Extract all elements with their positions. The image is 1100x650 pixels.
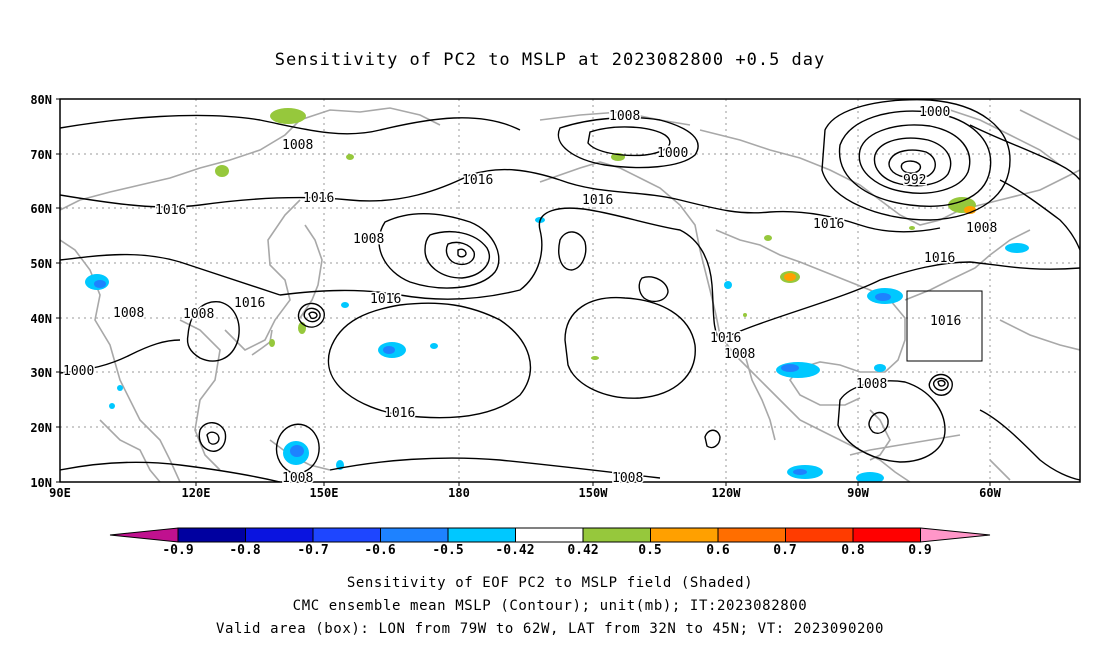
lat-tick-label: 40N [30,312,52,326]
colorbar-label: 0.42 [567,543,599,558]
contour-label: 1000 [919,105,950,120]
colorbar-label: -0.7 [297,543,329,558]
lat-tick-label: 60N [30,202,52,216]
contour-label: 1008 [966,221,997,236]
contour-label: 1016 [303,191,334,206]
colorbar-bin [177,527,246,543]
lon-tick-label: 90E [49,486,71,500]
valid-area-box [906,290,983,362]
contour-label: 1016 [924,251,955,266]
contour-label: 1008 [353,232,384,247]
colorbar-bin [312,527,381,543]
contour-label: 1000 [63,364,94,379]
colorbar-bin [650,527,719,543]
contour-label: 1016 [234,296,265,311]
colorbar-label: -0.42 [495,543,535,558]
contour-label: 1016 [384,406,415,421]
colorbar-bin [852,527,921,543]
lon-tick-label: 120W [712,486,742,500]
contour-label: 1016 [370,292,401,307]
caption-line-1: Sensitivity of EOF PC2 to MSLP field (Sh… [346,575,754,591]
colorbar-label: 0.6 [706,543,730,558]
isobars [60,99,1080,482]
lon-tick-label: 150E [310,486,339,500]
colorbar-label: 0.9 [908,543,932,558]
contour-label: 1016 [582,193,613,208]
lon-tick-label: 90W [847,486,869,500]
lat-tick-label: 80N [30,93,52,107]
lon-axis: 90E 120E 150E 180 150W 120W 90W 60W [49,482,1002,500]
colorbar-low-tip [109,527,179,543]
contour-label: 1016 [710,331,741,346]
lon-tick-label: 180 [448,486,470,500]
contour-label: 1008 [724,347,755,362]
contour-label: 1008 [183,307,214,322]
coastlines [60,107,1080,482]
colorbar-bin [245,527,314,543]
contour-label: 1008 [282,138,313,153]
contour-label: 1000 [657,146,688,161]
lat-tick-label: 50N [30,257,52,271]
colorbar-label: 0.7 [773,543,797,558]
lat-tick-label: 10N [30,476,52,490]
colorbar-bin [785,527,854,543]
contour-labels: 1008 1016 1016 1016 1008 1008 1000 1016 … [62,104,999,488]
colorbar-label: -0.9 [162,543,194,558]
lat-tick-label: 70N [30,148,52,162]
colorbar-high-tip [920,527,991,543]
contour-label: 1016 [813,217,844,232]
colorbar-bin [582,527,651,543]
map-frame [59,98,1081,483]
lat-axis: 80N 70N 60N 50N 40N 30N 20N 10N [30,93,60,490]
contour-label: 1008 [113,306,144,321]
caption-line-2: CMC ensemble mean MSLP (Contour); unit(m… [292,598,808,614]
colorbar-bin [717,527,786,543]
mslp-map: 1008 1016 1016 1016 1008 1008 1000 1016 … [30,93,1081,500]
lon-tick-label: 150W [579,486,609,500]
lon-tick-label: 60W [979,486,1001,500]
contour-label: 1008 [856,377,887,392]
contour-label: 1016 [930,314,961,329]
colorbar-label: 0.8 [841,543,865,558]
contour-label: 1008 [282,471,313,486]
map-title: Sensitivity of PC2 to MSLP at 2023082800… [274,50,826,70]
colorbar [109,527,991,543]
contour-label: 1008 [612,471,643,486]
colorbar-label: -0.8 [229,543,261,558]
lat-tick-label: 20N [30,421,52,435]
colorbar-bin [447,527,516,543]
colorbar-label: -0.6 [364,543,396,558]
lon-tick-label: 120E [182,486,211,500]
contour-label: 992 [903,173,926,188]
contour-label: 1016 [155,203,186,218]
contour-label: 1008 [609,109,640,124]
caption-line-3: Valid area (box): LON from 79W to 62W, L… [215,621,885,637]
lat-tick-label: 30N [30,366,52,380]
contour-label: 1016 [462,173,493,188]
colorbar-label: -0.5 [432,543,464,558]
colorbar-bin [515,527,584,543]
sensitivity-shading [85,108,1029,482]
colorbar-bin [380,527,449,543]
colorbar-label: 0.5 [638,543,662,558]
